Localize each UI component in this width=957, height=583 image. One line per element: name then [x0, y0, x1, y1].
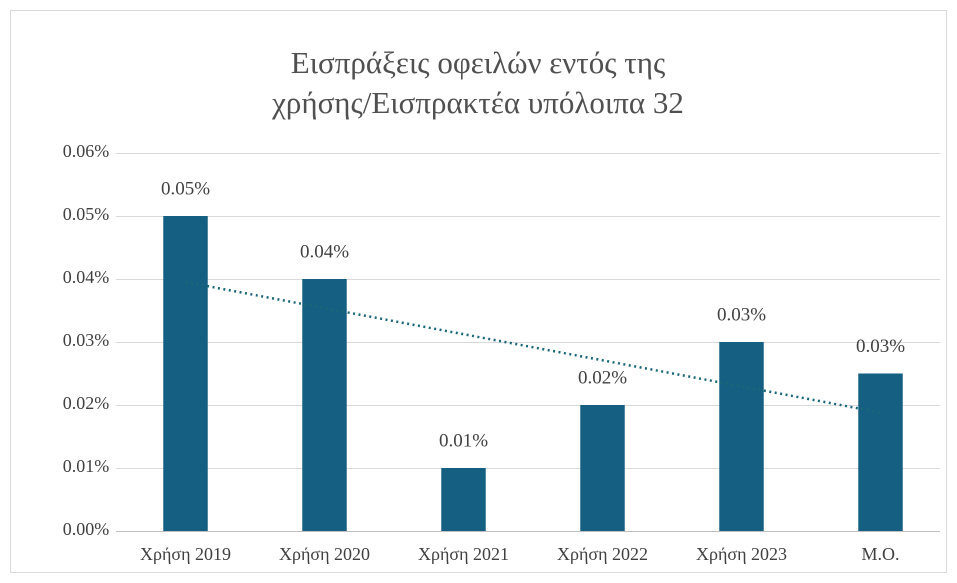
y-tick-label: 0.01%: [63, 456, 110, 476]
y-tick-label: 0.05%: [63, 204, 110, 224]
bar: [858, 373, 903, 531]
x-tick-label: Χρήση 2023: [696, 544, 787, 564]
bar: [302, 279, 347, 531]
x-tick-label: Χρήση 2022: [557, 544, 648, 564]
value-label: 0.01%: [439, 430, 488, 451]
y-tick-label: 0.00%: [63, 519, 110, 539]
chart-title: Εισπράξεις οφειλών εντός της: [291, 45, 665, 80]
bar: [163, 216, 208, 531]
bar: [580, 405, 625, 531]
bar: [441, 468, 486, 531]
value-label: 0.05%: [161, 178, 210, 199]
x-tick-label: Χρήση 2019: [140, 544, 231, 564]
bar: [719, 342, 764, 531]
value-label: 0.03%: [717, 304, 766, 325]
value-label: 0.02%: [578, 367, 627, 388]
chart-title: χρήσης/Εισπρακτέα υπόλοιπα 32: [271, 85, 684, 120]
value-label: 0.03%: [856, 336, 905, 357]
y-tick-label: 0.04%: [63, 267, 110, 287]
x-tick-label: Μ.Ο.: [861, 544, 899, 564]
y-tick-label: 0.03%: [63, 330, 110, 350]
value-label: 0.04%: [300, 241, 349, 262]
x-tick-label: Χρήση 2020: [279, 544, 370, 564]
y-tick-label: 0.02%: [63, 393, 110, 413]
trendline: [185, 280, 881, 414]
x-tick-label: Χρήση 2021: [418, 544, 509, 564]
y-tick-label: 0.06%: [63, 141, 110, 161]
